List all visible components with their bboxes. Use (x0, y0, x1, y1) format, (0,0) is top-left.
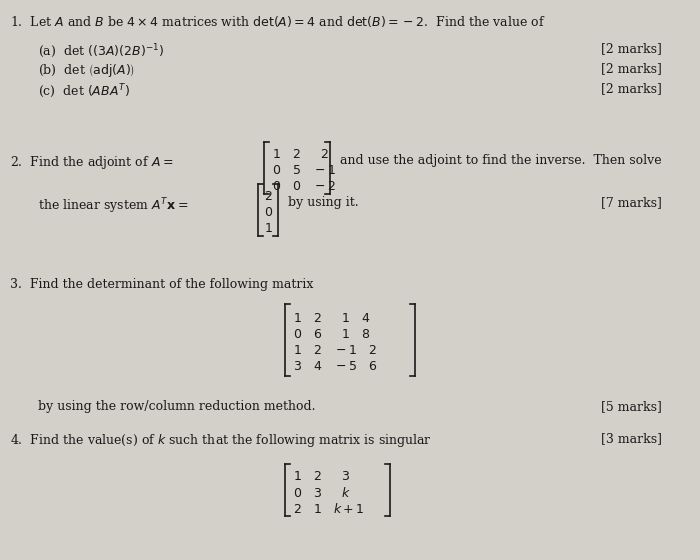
Text: $2$: $2$ (264, 190, 272, 203)
Text: [3 marks]: [3 marks] (601, 432, 662, 445)
Text: $0 \quad 6 \quad\ \ 1 \quad 8$: $0 \quad 6 \quad\ \ 1 \quad 8$ (293, 328, 370, 341)
Text: [2 marks]: [2 marks] (601, 82, 662, 95)
Text: $1 \quad 2 \quad\ \ 3$: $1 \quad 2 \quad\ \ 3$ (293, 470, 350, 483)
Text: $0 \quad 3 \quad\ \ k$: $0 \quad 3 \quad\ \ k$ (293, 486, 351, 500)
Text: [5 marks]: [5 marks] (601, 400, 662, 413)
Text: 1.  Let $A$ and $B$ be $4 \times 4$ matrices with $\det(A) = 4$ and $\det(B) = -: 1. Let $A$ and $B$ be $4 \times 4$ matri… (10, 14, 545, 29)
Text: $1 \quad 2 \quad\ \ 1 \quad 4$: $1 \quad 2 \quad\ \ 1 \quad 4$ (293, 312, 371, 325)
Text: $0 \quad 5 \quad -1$: $0 \quad 5 \quad -1$ (272, 164, 337, 177)
Text: the linear system $A^T\mathbf{x} = $: the linear system $A^T\mathbf{x} = $ (38, 196, 188, 216)
Text: 4.  Find the value(s) of $k$ such that the following matrix is singular: 4. Find the value(s) of $k$ such that th… (10, 432, 432, 449)
Text: (b)  det $\left(\mathrm{adj}(A)\right)$: (b) det $\left(\mathrm{adj}(A)\right)$ (38, 62, 135, 79)
Text: $3 \quad 4 \quad -5 \quad 6$: $3 \quad 4 \quad -5 \quad 6$ (293, 360, 378, 373)
Text: $2 \quad 1 \quad k+1$: $2 \quad 1 \quad k+1$ (293, 502, 365, 516)
Text: $0$: $0$ (264, 206, 273, 219)
Text: 3.  Find the determinant of the following matrix: 3. Find the determinant of the following… (10, 278, 314, 291)
Text: $1 \quad 2 \quad\ \ 2$: $1 \quad 2 \quad\ \ 2$ (272, 148, 329, 161)
Text: and use the adjoint to find the inverse.  Then solve: and use the adjoint to find the inverse.… (340, 154, 662, 167)
Text: $1 \quad 2 \quad -1 \quad 2$: $1 \quad 2 \quad -1 \quad 2$ (293, 344, 377, 357)
Text: (c)  det $\left(ABA^T\right)$: (c) det $\left(ABA^T\right)$ (38, 82, 130, 100)
Text: 2.  Find the adjoint of $A = $: 2. Find the adjoint of $A = $ (10, 154, 174, 171)
Text: [2 marks]: [2 marks] (601, 42, 662, 55)
Text: [7 marks]: [7 marks] (601, 196, 662, 209)
Text: [2 marks]: [2 marks] (601, 62, 662, 75)
Text: $0 \quad 0 \quad -2$: $0 \quad 0 \quad -2$ (272, 180, 336, 193)
Text: by using it.: by using it. (288, 196, 358, 209)
Text: $1$: $1$ (264, 222, 273, 235)
Text: (a)  det $\left((3A)(2B)^{-1}\right)$: (a) det $\left((3A)(2B)^{-1}\right)$ (38, 42, 164, 60)
Text: by using the row/column reduction method.: by using the row/column reduction method… (38, 400, 316, 413)
